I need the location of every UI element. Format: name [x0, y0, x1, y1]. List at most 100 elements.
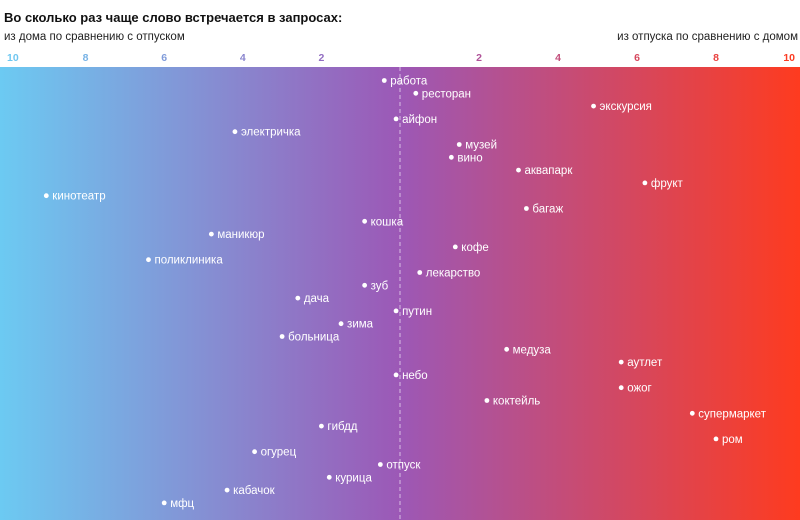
point-dot [319, 423, 324, 429]
point-dot [448, 154, 454, 160]
data-point: багаж [524, 204, 563, 216]
point-label: медуза [513, 344, 552, 356]
data-point: отпуск [377, 460, 421, 472]
data-point: маникюр [208, 229, 265, 241]
point-dot [524, 206, 529, 211]
point-label: небо [402, 370, 428, 382]
point-dot [504, 346, 510, 352]
point-label: гибдд [327, 421, 357, 433]
point-dot [713, 436, 719, 442]
point-dot [338, 321, 344, 327]
data-point: ресторан [413, 88, 471, 100]
point-label: кинотеатр [52, 191, 105, 203]
point-label: музей [465, 140, 497, 152]
data-point: электричка [232, 127, 301, 139]
axis-tick-label: 2 [476, 52, 482, 64]
point-label: аквапарк [525, 165, 574, 177]
data-point: вино [448, 152, 483, 164]
axis-tick-label: 6 [634, 52, 640, 64]
point-dot [618, 385, 624, 391]
point-label: коктейль [493, 396, 540, 408]
axis-tick-label: 4 [555, 52, 561, 64]
point-label: ожог [627, 383, 652, 395]
point-dot [452, 244, 458, 250]
data-point: аквапарк [516, 165, 573, 177]
point-dot [413, 90, 419, 96]
data-point: музей [456, 140, 497, 152]
data-point: небо [393, 370, 428, 382]
point-label: больница [288, 332, 340, 344]
point-label: кабачок [233, 485, 276, 497]
point-dot [516, 167, 521, 173]
point-label: поликлиника [154, 255, 223, 267]
point-label: работа [390, 76, 428, 88]
point-label: фрукт [651, 178, 684, 190]
point-label: айфон [402, 114, 437, 126]
point-label: отпуск [386, 460, 421, 472]
point-label: аутлет [627, 357, 663, 369]
point-dot [43, 193, 49, 199]
point-dot [393, 372, 399, 378]
point-label: огурец [261, 447, 297, 459]
point-dot [689, 410, 695, 416]
data-point: больница [279, 332, 340, 344]
point-label: лекарство [426, 268, 481, 280]
axis-tick-label: 8 [83, 52, 89, 64]
data-point: лекарство [417, 268, 480, 280]
axis-tick-label: 10 [783, 52, 795, 64]
point-dot [295, 295, 301, 301]
data-point: работа [381, 76, 428, 88]
point-label: багаж [532, 204, 563, 216]
point-dot [279, 334, 285, 339]
data-point: гибдд [319, 421, 358, 433]
data-point: кофе [452, 242, 489, 254]
point-dot [591, 103, 596, 109]
axis-ticks: 10 8 6 4 2 2 4 6 8 10 [7, 52, 795, 64]
point-label: ресторан [422, 88, 471, 100]
data-point: айфон [393, 114, 437, 126]
point-dot [393, 308, 399, 314]
data-point: аутлет [618, 357, 663, 369]
point-dot [381, 78, 387, 83]
point-dot [484, 398, 490, 403]
axis-tick-label: 8 [713, 52, 719, 64]
axis-tick-label: 10 [7, 52, 19, 64]
axis-tick-label: 6 [161, 52, 167, 64]
data-point: супермаркет [689, 408, 767, 420]
point-dot [417, 270, 423, 275]
point-dot [146, 257, 151, 263]
point-label: курица [335, 472, 372, 484]
point-dot [393, 116, 399, 122]
left-axis-label: из дома по сравнению с отпуском [4, 31, 185, 43]
data-point: кинотеатр [43, 191, 106, 203]
data-point: коктейль [484, 396, 540, 408]
data-point: ожог [618, 383, 652, 395]
point-dot [362, 282, 368, 288]
axis-tick-label: 2 [318, 52, 324, 64]
point-label: вино [457, 152, 482, 164]
data-point: курица [326, 472, 372, 484]
point-label: электричка [241, 127, 301, 139]
point-label: зима [347, 319, 374, 331]
point-dot [642, 180, 648, 186]
point-dot [224, 487, 230, 493]
point-label: супермаркет [698, 408, 766, 420]
data-point: ром [713, 434, 743, 446]
point-dot [161, 500, 167, 506]
point-dot [618, 359, 624, 365]
point-label: ром [722, 434, 743, 446]
data-point: медуза [504, 344, 551, 356]
point-label: маникюр [217, 229, 264, 241]
point-dot [377, 462, 383, 467]
axis-tick-label: 4 [240, 52, 246, 64]
point-dot [456, 142, 462, 147]
point-dot [232, 129, 238, 135]
point-label: кофе [461, 242, 488, 254]
point-dot [362, 218, 368, 224]
data-point: путин [393, 306, 432, 318]
point-label: путин [402, 306, 432, 318]
data-point: дача [295, 293, 330, 305]
data-point: экскурсия [591, 101, 652, 113]
chart-title: Во сколько раз чаще слово встречается в … [4, 10, 343, 25]
